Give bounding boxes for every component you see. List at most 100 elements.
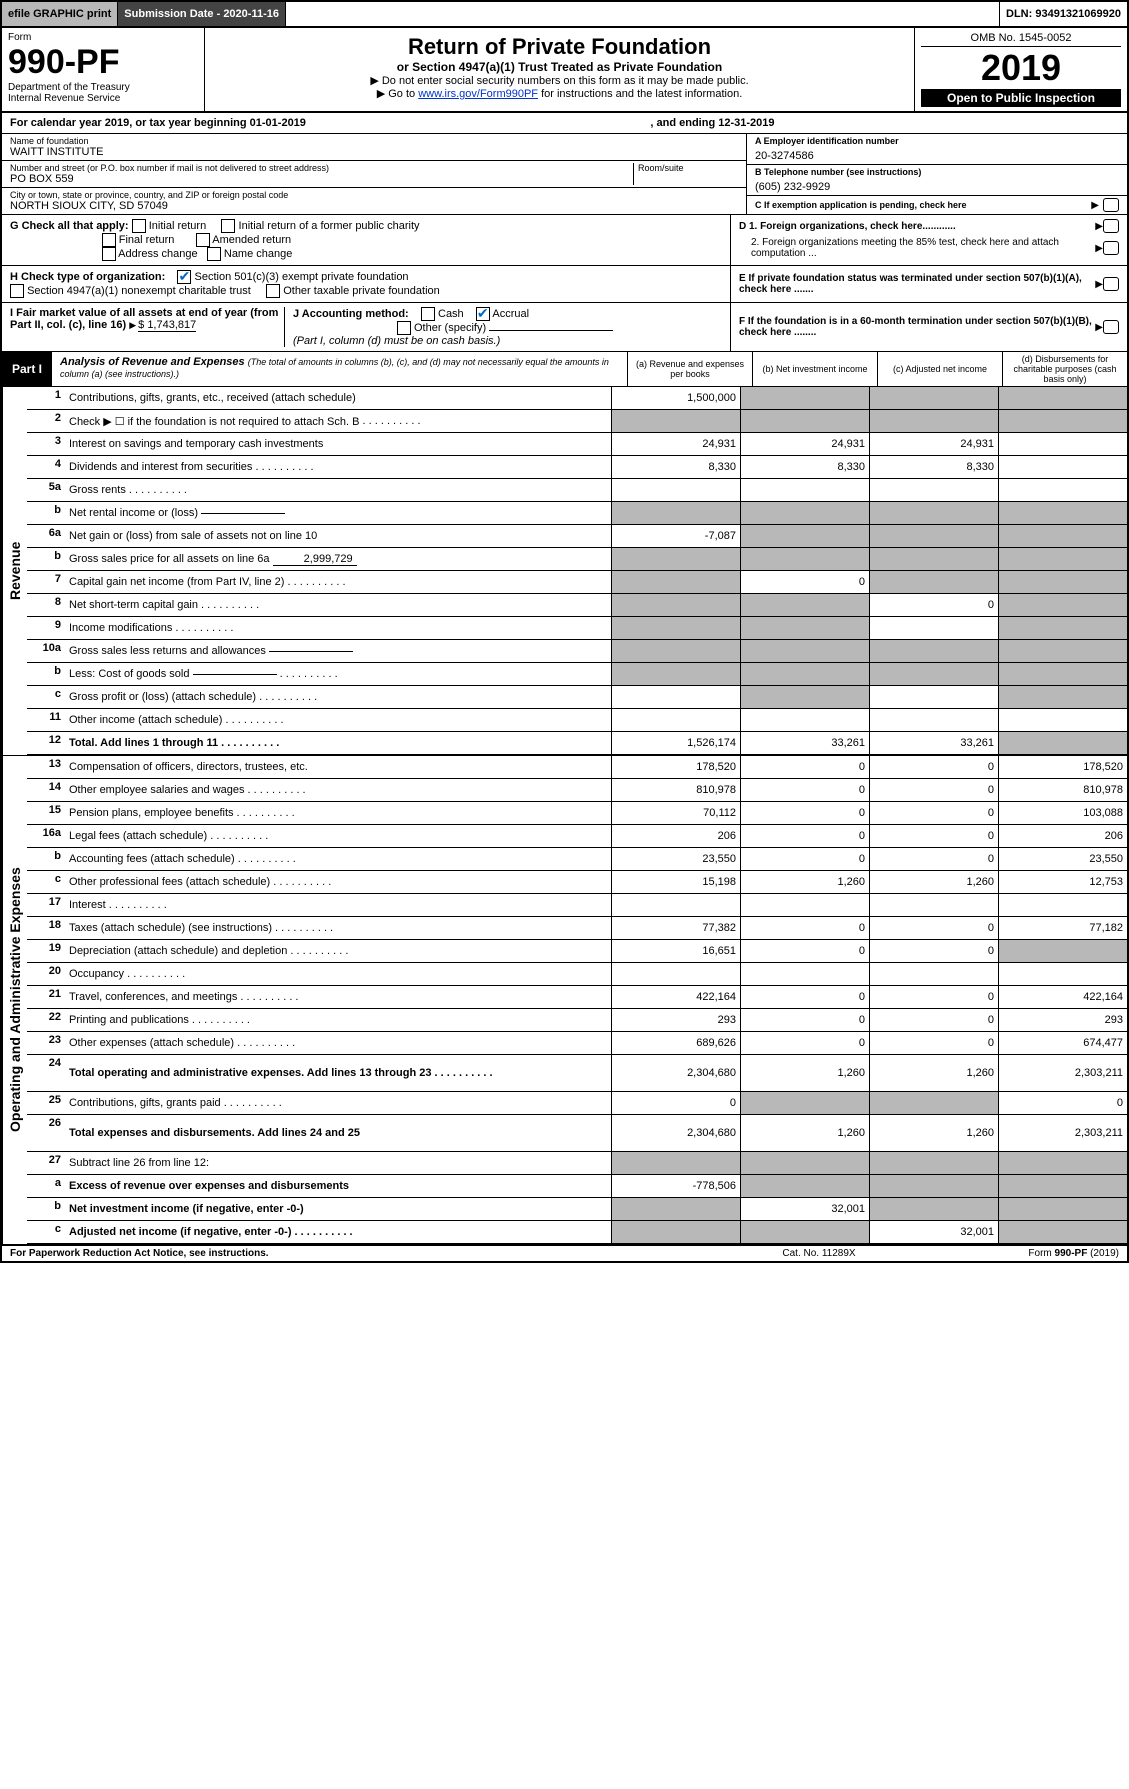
- data-cell: 2,303,211: [998, 1055, 1127, 1091]
- row-number: 20: [27, 963, 65, 985]
- table-row: 5aGross rents . . . . . . . . . .: [27, 479, 1127, 502]
- g-opt-0: Initial return: [149, 220, 206, 232]
- header-left: Form 990-PF Department of the Treasury I…: [2, 28, 205, 111]
- data-cell: [869, 548, 998, 570]
- data-cell: [740, 640, 869, 662]
- header-right: OMB No. 1545-0052 2019 Open to Public In…: [914, 28, 1127, 111]
- form-link[interactable]: www.irs.gov/Form990PF: [418, 88, 538, 100]
- data-cell: 689,626: [611, 1032, 740, 1054]
- row-number: 25: [27, 1092, 65, 1114]
- row-number: 8: [27, 594, 65, 616]
- g-opt-2: Final return: [119, 234, 175, 246]
- row-description: Excess of revenue over expenses and disb…: [65, 1175, 611, 1197]
- cb-501c3[interactable]: [177, 270, 191, 284]
- revenue-rows: 1Contributions, gifts, grants, etc., rec…: [27, 387, 1127, 755]
- row-number: 23: [27, 1032, 65, 1054]
- data-cell: [740, 548, 869, 570]
- e-checkbox[interactable]: [1103, 277, 1119, 291]
- data-cell: 32,001: [869, 1221, 998, 1243]
- c-checkbox[interactable]: [1103, 198, 1119, 212]
- j-note: (Part I, column (d) must be on cash basi…: [293, 335, 500, 347]
- cb-name-change[interactable]: [207, 247, 221, 261]
- row-description: Compensation of officers, directors, tru…: [65, 756, 611, 778]
- row-description: Contributions, gifts, grants, etc., rece…: [65, 387, 611, 409]
- expenses-table: Operating and Administrative Expenses 13…: [2, 755, 1127, 1244]
- row-description: Total operating and administrative expen…: [65, 1055, 611, 1091]
- row-description: Less: Cost of goods sold . . . . . . . .…: [65, 663, 611, 685]
- h-opt-2: Section 4947(a)(1) nonexempt charitable …: [27, 285, 251, 297]
- footer-right: Form 990-PF (2019): [919, 1248, 1119, 1259]
- row-number: 18: [27, 917, 65, 939]
- i-value: $ 1,743,817: [138, 319, 196, 332]
- row-description: Taxes (attach schedule) (see instruction…: [65, 917, 611, 939]
- data-cell: 178,520: [998, 756, 1127, 778]
- cb-other-method[interactable]: [397, 321, 411, 335]
- e-label: E If private foundation status was termi…: [739, 273, 1095, 295]
- table-row: bNet investment income (if negative, ent…: [27, 1198, 1127, 1221]
- data-cell: 0: [740, 802, 869, 824]
- table-row: cGross profit or (loss) (attach schedule…: [27, 686, 1127, 709]
- data-cell: [611, 640, 740, 662]
- efile-label: efile GRAPHIC print: [2, 2, 118, 26]
- city-label: City or town, state or province, country…: [10, 190, 738, 200]
- g-label: G Check all that apply:: [10, 220, 129, 232]
- data-cell: [611, 617, 740, 639]
- data-cell: [998, 894, 1127, 916]
- data-cell: [998, 387, 1127, 409]
- row-description: Other income (attach schedule) . . . . .…: [65, 709, 611, 731]
- data-cell: [740, 963, 869, 985]
- data-cell: 1,260: [869, 1055, 998, 1091]
- ein-row: A Employer identification number 20-3274…: [747, 134, 1127, 165]
- data-cell: -7,087: [611, 525, 740, 547]
- f-checkbox[interactable]: [1103, 320, 1119, 334]
- cb-address-change[interactable]: [102, 247, 116, 261]
- data-cell: [611, 1198, 740, 1220]
- d1-checkbox[interactable]: [1103, 219, 1119, 233]
- tax-year: 2019: [921, 47, 1121, 89]
- topbar: efile GRAPHIC print Submission Date - 20…: [2, 2, 1127, 28]
- row-description: Net investment income (if negative, ente…: [65, 1198, 611, 1220]
- form-label: Form: [8, 32, 198, 43]
- table-row: bAccounting fees (attach schedule) . . .…: [27, 848, 1127, 871]
- form-container: efile GRAPHIC print Submission Date - 20…: [0, 0, 1129, 1263]
- cb-cash[interactable]: [421, 307, 435, 321]
- dept-treasury: Department of the Treasury: [8, 82, 198, 93]
- row-number: 4: [27, 456, 65, 478]
- row-number: b: [27, 502, 65, 524]
- col-a-header: (a) Revenue and expenses per books: [627, 352, 752, 386]
- cb-final-return[interactable]: [102, 233, 116, 247]
- tel-label: B Telephone number (see instructions): [755, 167, 1119, 177]
- data-cell: [740, 1152, 869, 1174]
- row-description: Net rental income or (loss): [65, 502, 611, 524]
- cb-accrual[interactable]: [476, 307, 490, 321]
- cb-initial-former[interactable]: [221, 219, 235, 233]
- row-number: 7: [27, 571, 65, 593]
- data-cell: 2,303,211: [998, 1115, 1127, 1151]
- open-inspection: Open to Public Inspection: [921, 89, 1121, 107]
- g-opt-3: Amended return: [212, 234, 291, 246]
- data-cell: 24,931: [611, 433, 740, 455]
- data-cell: 0: [740, 571, 869, 593]
- d2-checkbox[interactable]: [1103, 241, 1119, 255]
- table-row: 15Pension plans, employee benefits . . .…: [27, 802, 1127, 825]
- data-cell: [611, 709, 740, 731]
- col-d-header: (d) Disbursements for charitable purpose…: [1002, 352, 1127, 386]
- table-row: 6aNet gain or (loss) from sale of assets…: [27, 525, 1127, 548]
- cb-other-taxable[interactable]: [266, 284, 280, 298]
- row-description: Other expenses (attach schedule) . . . .…: [65, 1032, 611, 1054]
- data-cell: 8,330: [740, 456, 869, 478]
- data-cell: 1,260: [869, 1115, 998, 1151]
- cb-4947a1[interactable]: [10, 284, 24, 298]
- data-cell: 2,304,680: [611, 1055, 740, 1091]
- row-description: Occupancy . . . . . . . . . .: [65, 963, 611, 985]
- data-cell: 0: [740, 779, 869, 801]
- cb-amended-return[interactable]: [196, 233, 210, 247]
- row-number: 17: [27, 894, 65, 916]
- table-row: 22Printing and publications . . . . . . …: [27, 1009, 1127, 1032]
- data-cell: [740, 709, 869, 731]
- j-other-input[interactable]: [489, 330, 613, 331]
- data-cell: 1,260: [740, 1115, 869, 1151]
- table-row: 7Capital gain net income (from Part IV, …: [27, 571, 1127, 594]
- table-row: 9Income modifications . . . . . . . . . …: [27, 617, 1127, 640]
- cb-initial-return[interactable]: [132, 219, 146, 233]
